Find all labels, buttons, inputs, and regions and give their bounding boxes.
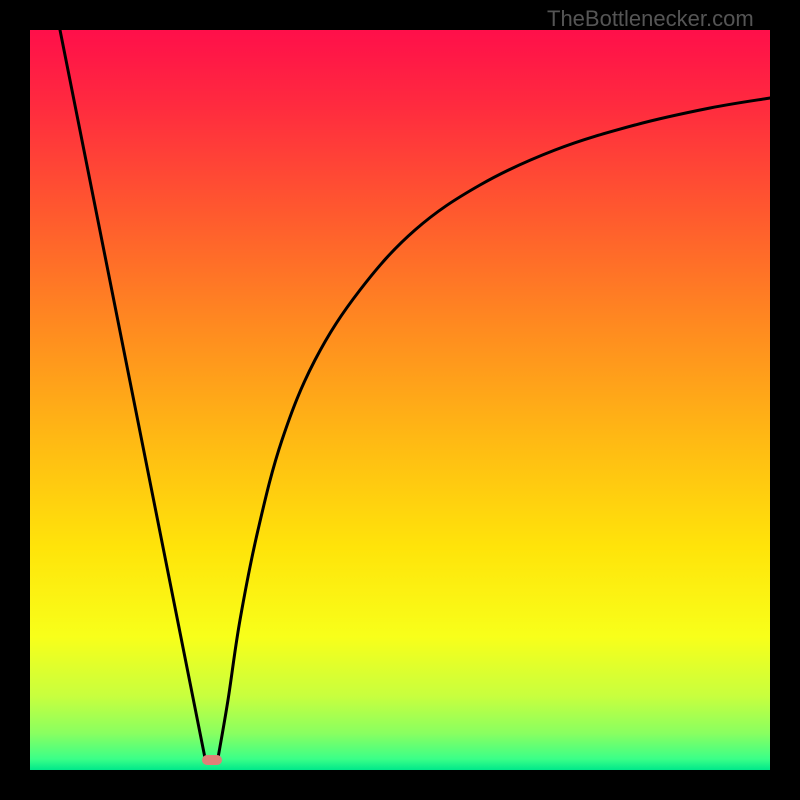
curve-layer bbox=[0, 0, 800, 800]
valley-marker bbox=[202, 755, 222, 765]
plot-area bbox=[30, 30, 770, 770]
watermark-text: TheBottlenecker.com bbox=[547, 6, 754, 32]
chart-container: TheBottlenecker.com bbox=[0, 0, 800, 800]
